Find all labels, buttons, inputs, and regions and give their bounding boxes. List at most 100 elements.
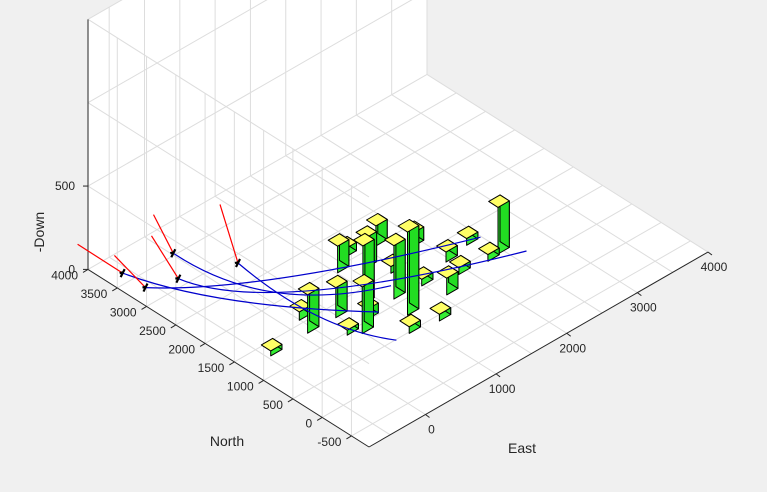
x-tick-label: 3000 [630, 301, 657, 315]
uav-path-high [113, 254, 146, 289]
y-tick-label: 1000 [227, 379, 254, 393]
floor-grid-x [426, 74, 709, 253]
floor-grid-y [175, 129, 516, 326]
building [352, 274, 374, 335]
wall-grid-z [87, 18, 370, 198]
y-tick-mark [316, 416, 323, 421]
x-tick-label: 2000 [559, 341, 586, 355]
wall-grid-z [87, 0, 268, 104]
building-top [449, 254, 471, 269]
x-tick-mark [566, 332, 572, 337]
right-wall-pane [88, 0, 427, 270]
floor-grid-y [87, 73, 428, 270]
building-top [260, 337, 283, 352]
building-side [408, 219, 420, 310]
uav-marker [119, 268, 126, 278]
buildings-layer [260, 194, 510, 357]
building-top [429, 301, 452, 315]
y-tick-label: 3500 [81, 287, 108, 301]
uav-path [77, 243, 379, 313]
x-tick-mark [425, 414, 430, 418]
building-top [366, 213, 388, 227]
building-top [352, 274, 374, 288]
y-tick-mark [112, 287, 118, 292]
building-top [325, 274, 348, 289]
y-tick-label: 500 [263, 398, 283, 412]
uav-path-high [152, 214, 174, 254]
z-axis-label: -Down [31, 212, 47, 252]
floor-grid-y [117, 92, 457, 289]
building [366, 213, 388, 247]
uav-path-low [122, 272, 379, 313]
building-top [456, 225, 479, 240]
y-tick-mark [258, 379, 264, 384]
y-tick-label: 1500 [198, 361, 225, 375]
building [399, 313, 421, 334]
building [384, 232, 406, 300]
floor-grid-y [263, 184, 603, 381]
uav-path-high [219, 204, 239, 264]
building-top [399, 313, 421, 328]
x-tick-mark [495, 373, 501, 378]
wall-grid-z [87, 185, 370, 365]
z-tick-label: 500 [55, 179, 75, 193]
y-tick-mark [287, 398, 294, 403]
x-tick-mark [707, 251, 713, 256]
uav-path-high [77, 243, 124, 274]
building-top [327, 233, 350, 247]
x-axis-label: East [508, 440, 536, 456]
wall-grid-z [87, 102, 370, 281]
axis-lines [82, 19, 713, 448]
floor-grid-y [292, 203, 633, 400]
building [260, 337, 283, 357]
x-tick-label: 4000 [701, 260, 728, 274]
y-tick-mark [229, 361, 235, 366]
uav-marker [175, 274, 182, 284]
building-top [397, 219, 420, 233]
uav-path-high [150, 235, 179, 280]
x-tick-label: 0 [428, 423, 435, 437]
y-tick-label: 2500 [139, 324, 166, 338]
y-tick-mark [346, 435, 352, 440]
uav-path-low [172, 252, 392, 296]
y-tick-label: 2000 [168, 342, 195, 356]
z-tick-label: 0 [68, 262, 75, 276]
uav-paths-layer [77, 204, 527, 341]
building [327, 233, 350, 274]
uav-path [113, 236, 481, 293]
uav-path-low [237, 262, 397, 341]
building [429, 301, 452, 322]
building [397, 219, 420, 316]
building-top [289, 299, 312, 313]
uav-path [150, 235, 527, 294]
floor-grid-y [351, 240, 691, 437]
axis-grid [87, 0, 709, 437]
y-tick-mark [199, 342, 206, 347]
y-axis-label: North [210, 433, 244, 449]
uav-marker [142, 283, 149, 293]
y-tick-mark [170, 324, 177, 329]
building [449, 254, 471, 275]
building-top [384, 232, 406, 247]
y-tick-label: 3000 [110, 305, 137, 319]
building [478, 241, 500, 262]
floor-grid-y [321, 221, 662, 418]
axis-panes [88, 0, 708, 448]
floor-grid-y [146, 110, 486, 307]
uav-path [152, 214, 392, 296]
x-tick-mark [637, 292, 642, 297]
building-top [353, 232, 375, 247]
uav-marker [234, 258, 241, 268]
uav-marker [170, 248, 177, 258]
x-tick-label: 1000 [489, 382, 516, 396]
uav-path-low [178, 250, 527, 294]
y-tick-label: 4000 [51, 268, 78, 282]
wall-grid-z [87, 0, 413, 187]
building-top [488, 194, 510, 208]
y-tick-label: 0 [305, 416, 312, 430]
y-tick-mark [141, 305, 147, 310]
building-top [478, 241, 500, 256]
y-tick-label: -500 [317, 435, 341, 449]
